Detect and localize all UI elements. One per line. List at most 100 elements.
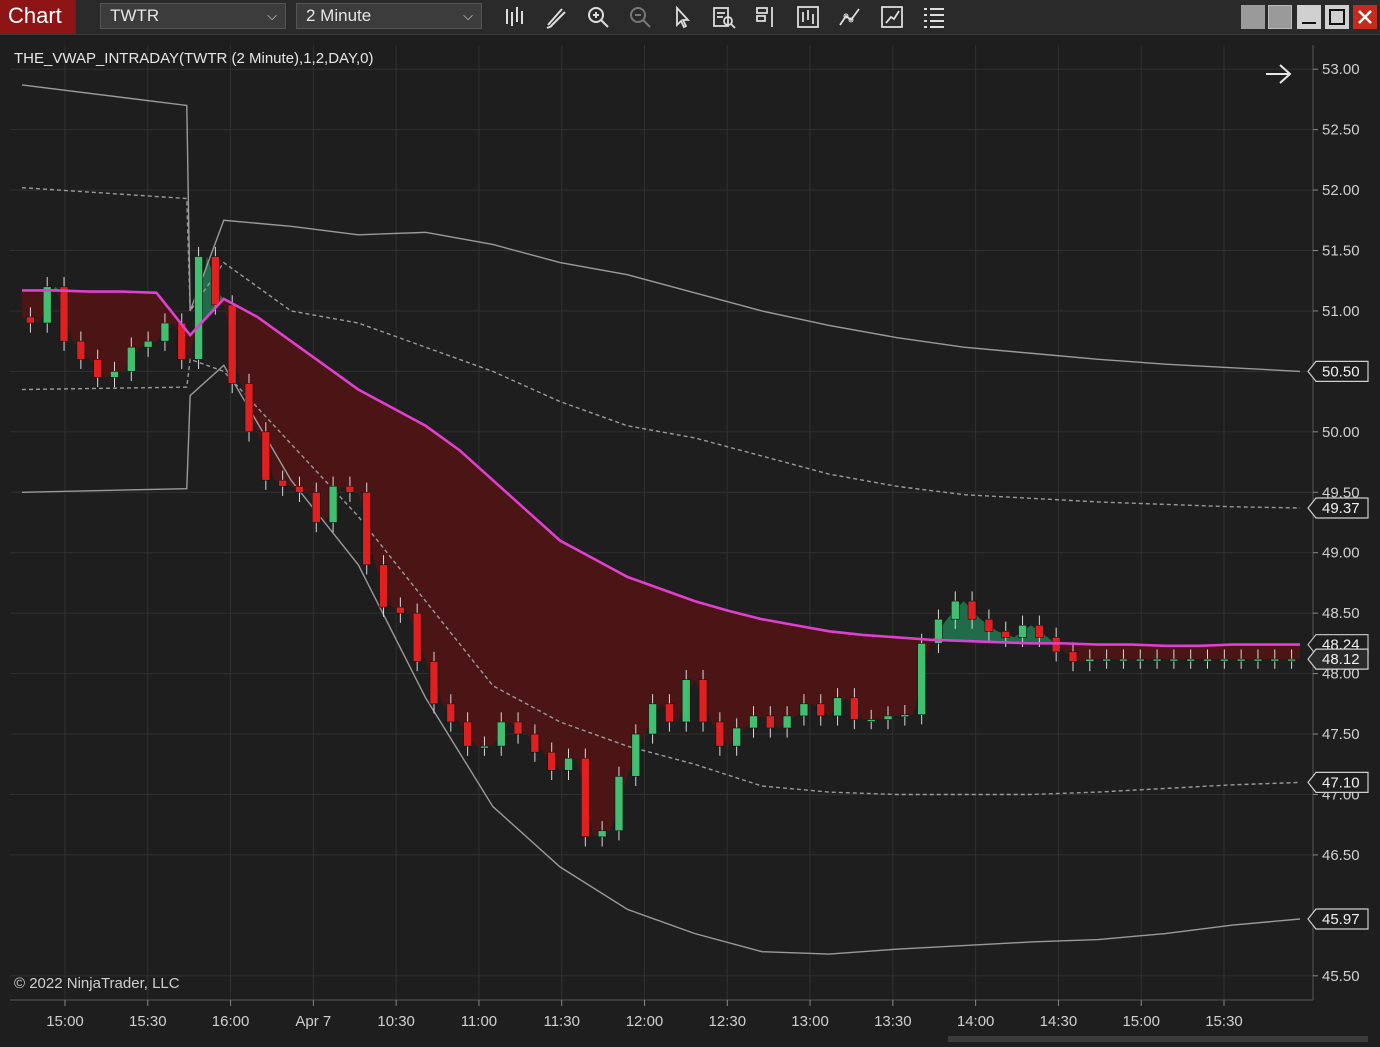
candle-body xyxy=(1169,658,1179,662)
candle-body xyxy=(1287,658,1296,662)
chart-trader-icon[interactable] xyxy=(795,4,821,30)
candle-body xyxy=(311,491,321,523)
maximize-button[interactable] xyxy=(1325,5,1349,29)
app-title: Chart xyxy=(0,0,76,34)
candle-body xyxy=(295,485,304,493)
candle-body xyxy=(59,286,69,342)
candle-body xyxy=(1135,658,1145,662)
x-tick-label: 15:30 xyxy=(1205,1013,1243,1030)
y-tick-label: 52.00 xyxy=(1322,182,1360,199)
candle-body xyxy=(194,256,203,360)
bar-type-icon[interactable] xyxy=(501,4,527,30)
price-marker: 48.12 xyxy=(1307,648,1369,670)
instrument-selector[interactable]: TWTR ⌵ xyxy=(100,3,286,29)
data-box-icon[interactable] xyxy=(711,4,737,30)
tile-right-button[interactable] xyxy=(1268,5,1292,29)
price-marker-label: 48.12 xyxy=(1322,651,1360,668)
price-chart[interactable]: 53.00 52.50 52.00 51.50 51.00 50.50 50.00 49.50… xyxy=(0,35,1380,1042)
candle-body xyxy=(412,612,422,662)
fill-below-vwap xyxy=(22,290,1300,837)
price-marker-box xyxy=(1307,360,1369,382)
x-tick-label: 13:30 xyxy=(874,1013,912,1030)
pointer-icon[interactable] xyxy=(669,4,695,30)
tile-left-button[interactable] xyxy=(1241,5,1265,29)
interval-value: 2 Minute xyxy=(306,6,372,25)
x-tick-label: 11:00 xyxy=(461,1013,497,1030)
candle-body xyxy=(715,721,725,747)
strategies-icon[interactable] xyxy=(879,4,905,30)
y-tick-label: 51.00 xyxy=(1322,303,1360,320)
candle-body xyxy=(463,721,472,747)
x-tick-label: 14:00 xyxy=(957,1013,995,1030)
scroll-right-icon[interactable] xyxy=(1266,64,1292,84)
candle-body xyxy=(1203,658,1212,662)
candle-body xyxy=(597,830,607,838)
candle-body xyxy=(1018,624,1027,638)
candle-body xyxy=(1035,624,1044,638)
properties-icon[interactable] xyxy=(753,4,779,30)
candle-body xyxy=(581,757,590,838)
candle-body xyxy=(480,745,489,749)
x-tick-label: 15:00 xyxy=(1122,1013,1160,1030)
x-tick-label: 15:30 xyxy=(129,1013,167,1030)
candle-body xyxy=(984,618,994,632)
candle-body xyxy=(950,600,960,620)
candle-body xyxy=(681,679,691,723)
vwap-fill-area xyxy=(22,256,1300,837)
indicators-icon[interactable] xyxy=(837,4,863,30)
candle-body xyxy=(547,751,556,771)
candle-body xyxy=(900,714,910,718)
price-marker-label: 47.10 xyxy=(1322,774,1360,791)
x-tick-label: 12:30 xyxy=(709,1013,747,1030)
candle-body xyxy=(850,697,859,720)
y-tick-label: 53.00 xyxy=(1322,61,1360,78)
candle-body xyxy=(816,703,826,717)
candle-body xyxy=(648,703,657,735)
maximize-icon xyxy=(1329,9,1345,25)
candle-body xyxy=(749,715,758,729)
candle-body xyxy=(631,733,641,777)
candlesticks xyxy=(26,246,1296,847)
candle-body xyxy=(833,697,842,717)
y-tick-label: 47.50 xyxy=(1322,726,1360,743)
interval-selector[interactable]: 2 Minute ⌵ xyxy=(296,3,482,29)
candle-body xyxy=(1001,630,1011,638)
candle-body xyxy=(1186,658,1195,662)
candle-body xyxy=(160,322,170,342)
candle-body xyxy=(698,679,708,723)
pencil-icon[interactable] xyxy=(543,4,569,30)
candle-body xyxy=(278,479,287,487)
candle-body xyxy=(76,340,86,360)
horizontal-scrollbar[interactable] xyxy=(948,1036,1368,1042)
zoom-out-icon[interactable] xyxy=(627,4,653,30)
price-marker-box xyxy=(1307,771,1369,794)
chart-panel[interactable]: 53.00 52.50 52.00 51.50 51.00 50.50 50.00 49.50… xyxy=(0,35,1380,1042)
candle-body xyxy=(26,316,35,324)
candle-body xyxy=(244,383,254,433)
candle-body xyxy=(1236,658,1246,662)
y-tick-label: 45.50 xyxy=(1322,968,1360,985)
candle-body xyxy=(127,346,136,372)
candle-body xyxy=(93,359,102,378)
chart-toolbar: Chart TWTR ⌵ 2 Minute ⌵ xyxy=(0,0,1380,35)
x-tick-label: 16:00 xyxy=(212,1013,250,1030)
minimize-button[interactable] xyxy=(1297,5,1321,29)
candle-body xyxy=(42,286,52,324)
candle-body xyxy=(1152,658,1162,662)
candle-body xyxy=(934,618,943,644)
zoom-in-icon[interactable] xyxy=(585,4,611,30)
candle-body xyxy=(261,431,271,481)
price-axis: 53.00 52.50 52.00 51.50 51.00 50.50 50.00 49.50… xyxy=(1313,61,1360,985)
y-tick-label: 48.50 xyxy=(1322,605,1360,622)
menu-icon[interactable] xyxy=(921,4,947,30)
candle-body xyxy=(446,703,456,723)
time-axis: 15:00 15:30 16:00 Apr 7 10:30 11:00 11:30 12:00… xyxy=(46,1000,1243,1030)
candle-body xyxy=(799,703,809,717)
candle-body xyxy=(496,721,506,747)
minimize-icon xyxy=(1302,22,1316,24)
candle-body xyxy=(1270,658,1280,662)
candle-body xyxy=(227,304,237,384)
candle-body xyxy=(665,703,674,723)
close-button[interactable] xyxy=(1353,5,1377,29)
